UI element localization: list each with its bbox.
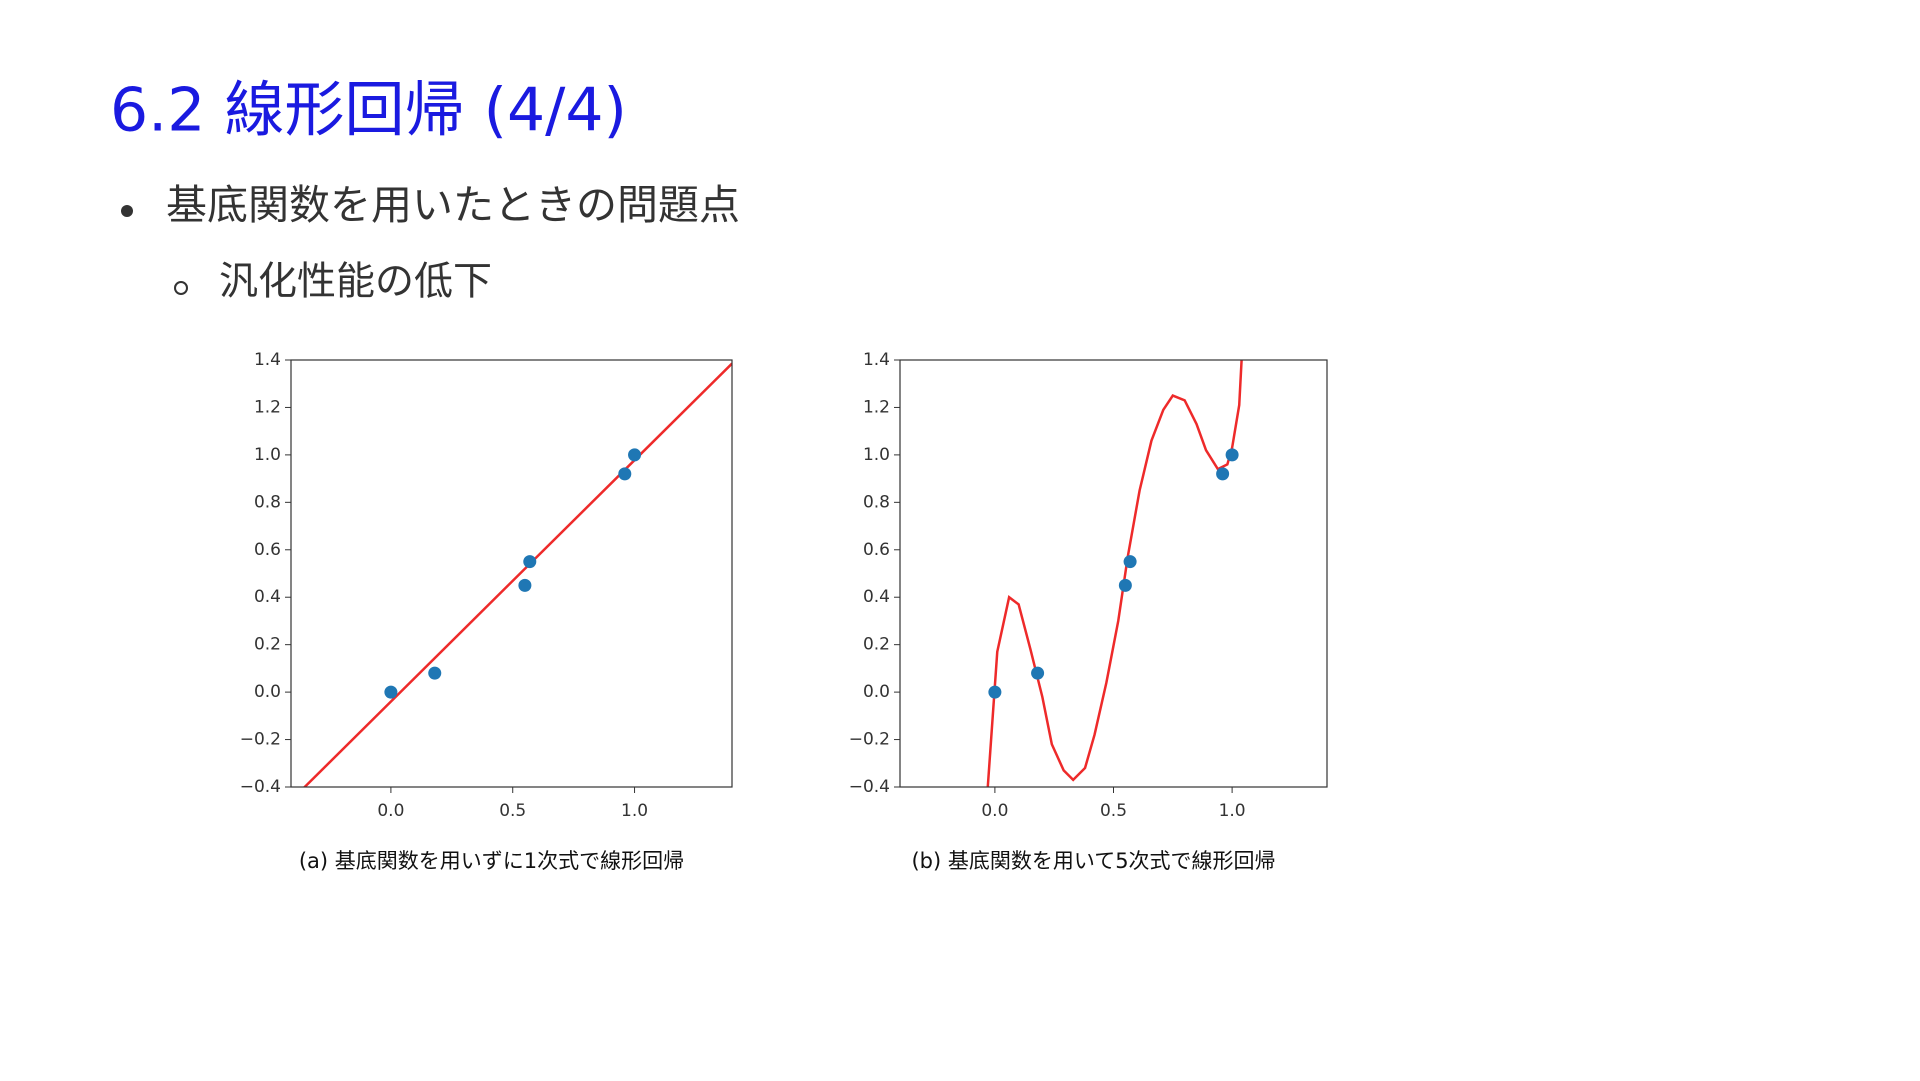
plot-area [986, 360, 1243, 787]
y-tick-label: 0.6 [863, 540, 890, 560]
x-tick-label: 1.0 [621, 801, 648, 821]
x-tick-label: 0.0 [377, 801, 404, 821]
y-tick-label: 0.8 [863, 492, 890, 512]
y-tick-label: 0.2 [863, 635, 890, 655]
y-tick-label: −0.2 [849, 730, 890, 750]
y-tick-label: −0.2 [240, 730, 281, 750]
y-tick-label: 0.6 [254, 540, 281, 560]
y-tick-label: 0.0 [254, 682, 281, 702]
y-tick-label: 1.0 [254, 445, 281, 465]
data-point [1216, 467, 1230, 481]
plot-frame [899, 359, 1328, 788]
slide-title: 6.2 線形回帰 (4/4) [110, 76, 627, 146]
data-point [428, 666, 442, 680]
y-tick-label: 1.4 [863, 350, 890, 370]
fit-line [986, 360, 1243, 787]
data-point [384, 685, 398, 699]
x-tick-label: 0.5 [499, 801, 526, 821]
data-point [618, 467, 632, 481]
y-tick-label: 0.0 [863, 682, 890, 702]
data-point [1123, 555, 1137, 569]
sub-bullet-text: 汎化性能の低下 [219, 260, 492, 305]
chart-caption: (a) 基底関数を用いずに1次式で線形回帰 [299, 849, 684, 873]
y-tick-label: 0.4 [863, 587, 890, 607]
chart-caption: (b) 基底関数を用いて5次式で線形回帰 [911, 849, 1275, 873]
data-point [1031, 666, 1045, 680]
sub-bullet-dot [174, 281, 188, 295]
x-tick-label: 1.0 [1219, 801, 1246, 821]
x-tick-label: 0.0 [981, 801, 1008, 821]
data-point [988, 685, 1002, 699]
bullet-text: 基底関数を用いたときの問題点 [166, 181, 740, 229]
y-tick-label: 0.8 [254, 492, 281, 512]
y-tick-label: 1.4 [254, 350, 281, 370]
y-tick-label: −0.4 [240, 777, 281, 797]
data-point [1118, 578, 1132, 592]
fit-line [302, 362, 732, 787]
data-point [518, 578, 532, 592]
bullet-dot [121, 205, 133, 217]
y-tick-label: 0.2 [254, 635, 281, 655]
y-tick-label: 1.0 [863, 445, 890, 465]
data-point [523, 555, 537, 569]
x-tick-label: 0.5 [1100, 801, 1127, 821]
y-tick-label: 0.4 [254, 587, 281, 607]
y-tick-label: 1.2 [254, 397, 281, 417]
y-tick-label: 1.2 [863, 397, 890, 417]
plot-area [302, 362, 732, 787]
y-tick-label: −0.4 [849, 777, 890, 797]
data-point [1225, 448, 1239, 462]
data-point [628, 448, 642, 462]
plot-frame [290, 359, 733, 788]
